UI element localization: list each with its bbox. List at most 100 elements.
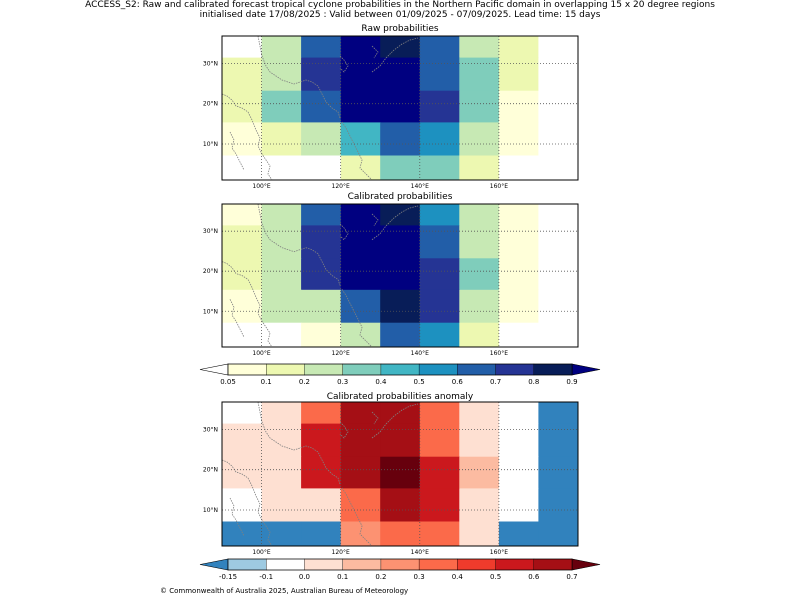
heatmap-cell <box>301 423 342 458</box>
coastline <box>341 289 373 348</box>
heatmap-cell <box>222 289 263 324</box>
heatmap-cell <box>222 258 263 291</box>
coastline <box>221 261 273 348</box>
heatmap-cell <box>459 57 500 92</box>
heatmap-cell <box>261 456 302 489</box>
heatmap-cell <box>301 322 342 348</box>
heatmap-cell <box>459 258 500 291</box>
heatmap-cell <box>340 90 381 123</box>
coastline <box>371 411 379 425</box>
heatmap-cell <box>340 57 381 92</box>
colorbar-swatch <box>304 558 344 571</box>
x-tick-label: 100°E <box>252 350 270 357</box>
heatmap-cell <box>419 204 460 226</box>
heatmap-cell <box>380 225 421 259</box>
heatmap-cell <box>380 155 421 181</box>
heatmap-cell <box>498 423 539 458</box>
heatmap-cell <box>261 521 302 547</box>
heatmap-cell <box>538 488 579 522</box>
heatmap-cell <box>340 289 381 324</box>
y-tick-label: 10°N <box>203 141 218 148</box>
heatmap-cell <box>340 122 381 156</box>
heatmap-cell <box>498 488 539 522</box>
heatmap-cell <box>498 225 539 259</box>
colorbar-over-extend <box>571 363 601 376</box>
heatmap-cell <box>222 225 263 259</box>
heatmap-cell <box>340 155 381 181</box>
heatmap-cell <box>498 155 539 181</box>
heatmap-cell <box>301 90 342 123</box>
heatmap-cell <box>538 155 579 181</box>
heatmap-cell <box>222 488 263 522</box>
colorbar-tick-label: -0.15 <box>219 573 237 581</box>
heatmap-cell <box>301 402 342 425</box>
heatmap-cell <box>301 36 342 59</box>
heatmap-cell <box>261 289 302 324</box>
colorbar-tick-label: 0.1 <box>337 573 348 581</box>
heatmap-cell <box>380 423 421 458</box>
heatmap-cell <box>380 402 421 425</box>
heatmap-cell <box>419 36 460 59</box>
colorbar-swatch <box>380 558 420 571</box>
heatmap-cell <box>459 456 500 489</box>
heatmap-cell <box>340 204 381 226</box>
x-tick-label: 140°E <box>411 549 429 556</box>
figure-title-line2: initialised date 17/08/2025 : Valid betw… <box>199 10 601 20</box>
heatmap-cell <box>261 90 302 123</box>
x-tick-label: 100°E <box>252 549 270 556</box>
heatmap-cell <box>301 225 342 259</box>
colorbar-tick-label: 0.6 <box>452 378 464 386</box>
y-tick-label: 30°N <box>203 426 218 433</box>
heatmap-cell <box>498 322 539 348</box>
coastline <box>371 205 419 241</box>
heatmap-cell <box>222 90 263 123</box>
colorbar-swatch <box>533 363 573 376</box>
y-tick-label: 30°N <box>203 228 218 235</box>
colorbar-tick-label: 0.3 <box>337 378 348 386</box>
heatmap-cell <box>538 90 579 123</box>
heatmap-cell <box>459 289 500 324</box>
heatmap-cell <box>498 204 539 226</box>
heatmap-cell <box>538 423 579 458</box>
panel-title-raw: Raw probabilities <box>361 24 439 34</box>
heatmap-cell <box>340 521 381 547</box>
x-tick-label: 160°E <box>490 183 508 190</box>
colorbar-tick-label: 0.2 <box>375 573 386 581</box>
axes-frame <box>221 203 579 348</box>
heatmap-cell <box>340 322 381 348</box>
coastline <box>339 421 349 439</box>
heatmap-cell <box>538 57 579 92</box>
colorbar-frame <box>227 363 573 376</box>
copyright-footer: © Commonwealth of Australia 2025, Austra… <box>160 587 409 595</box>
axes-frame <box>221 35 579 181</box>
coastline <box>229 299 245 338</box>
x-tick-label: 160°E <box>490 350 508 357</box>
coastline <box>341 487 373 547</box>
heatmap-cell <box>459 122 500 156</box>
colorbar-tick-label: 0.4 <box>375 378 387 386</box>
coastline <box>221 93 273 181</box>
heatmap-cell <box>222 322 263 348</box>
heatmap-cell <box>498 122 539 156</box>
colorbar-swatch <box>495 558 535 571</box>
x-tick-label: 120°E <box>332 549 350 556</box>
heatmap-cell <box>459 488 500 522</box>
x-tick-label: 160°E <box>490 549 508 556</box>
heatmap-cell <box>261 423 302 458</box>
heatmap-cell <box>498 57 539 92</box>
coastline <box>339 223 349 241</box>
figure-title-line1: ACCESS_S2: Raw and calibrated forecast t… <box>85 0 715 10</box>
heatmap-cell <box>380 90 421 123</box>
colorbar-swatch <box>418 363 458 376</box>
heatmap-cell <box>419 402 460 425</box>
colorbar-under-extend <box>199 363 229 376</box>
heatmap-cell <box>538 322 579 348</box>
heatmap-cell <box>340 402 381 425</box>
coastline <box>339 55 349 73</box>
heatmap-cell <box>380 289 421 324</box>
panel-title-anomaly: Calibrated probabilities anomaly <box>326 392 474 402</box>
heatmap-cell <box>261 122 302 156</box>
heatmap-cell <box>222 204 263 226</box>
colorbar-tick-label: 0.5 <box>490 573 501 581</box>
y-tick-label: 20°N <box>203 268 218 275</box>
